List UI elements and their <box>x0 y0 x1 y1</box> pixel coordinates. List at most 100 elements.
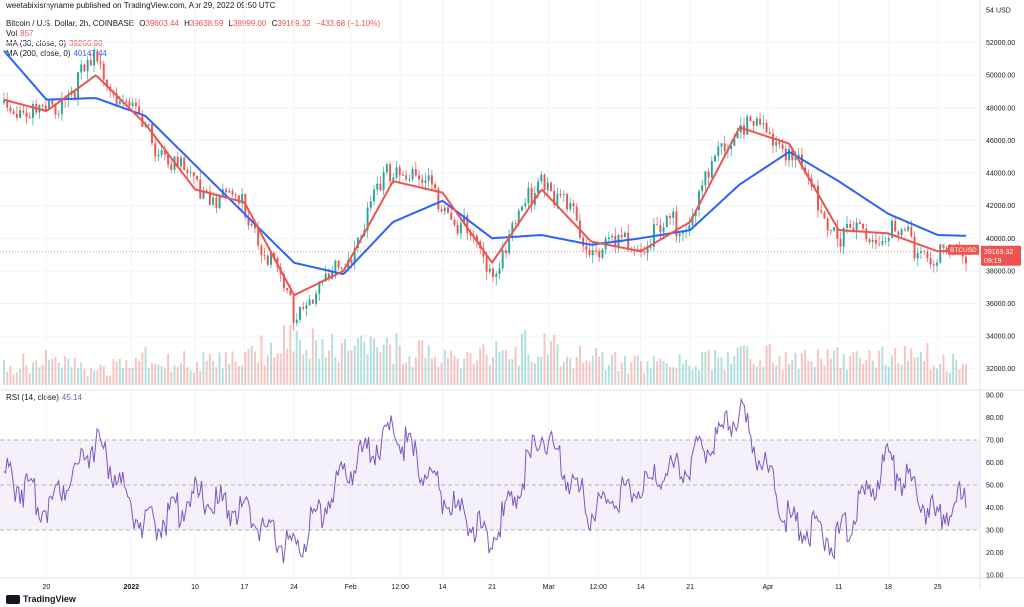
candle-body <box>688 225 691 231</box>
volume-bar <box>273 357 276 385</box>
candle-body <box>788 148 791 161</box>
candle-body <box>73 90 76 100</box>
volume-bar <box>952 353 955 385</box>
candle-body <box>678 233 681 237</box>
volume-bar <box>562 362 565 385</box>
candle-body <box>897 231 900 236</box>
volume-bar <box>633 355 636 385</box>
volume-bar <box>910 348 913 385</box>
candle-body <box>781 144 784 149</box>
candle-body <box>501 250 504 269</box>
candle-body <box>453 219 456 225</box>
volume-bar <box>163 368 166 385</box>
time-tick-label: 21 <box>488 584 496 591</box>
candle-body <box>607 237 610 239</box>
candle-body <box>771 133 774 146</box>
candle-body <box>430 175 433 185</box>
volume-bar <box>916 356 919 385</box>
ma200-legend[interactable]: MA (200, close, 0) 40147.44 <box>6 49 107 59</box>
volume-bar <box>321 339 324 385</box>
candle-body <box>22 110 25 113</box>
candle-body <box>878 243 881 245</box>
volume-bar <box>472 364 475 385</box>
volume-bar <box>12 374 15 385</box>
volume-bar <box>498 351 501 385</box>
candle-body <box>588 249 591 256</box>
candle-body <box>714 155 717 162</box>
rsi-value: 45.14 <box>61 393 82 402</box>
volume-bar <box>540 356 543 385</box>
volume-bar <box>125 360 128 385</box>
volume-bar <box>640 361 643 385</box>
volume-bar <box>366 354 369 385</box>
candle-body <box>858 222 861 225</box>
candle-body <box>212 197 215 205</box>
volume-bar <box>340 342 343 385</box>
volume-bar <box>25 364 28 385</box>
volume-bar <box>131 368 134 385</box>
volume-bar <box>794 352 797 385</box>
volume-bar <box>656 361 659 385</box>
volume-bar <box>299 340 301 385</box>
volume-bar <box>636 355 639 385</box>
volume-bar <box>295 330 298 385</box>
symbol-title[interactable]: Bitcoin / U.S. Dollar, 2h, COINBASE <box>6 19 135 28</box>
candle-body <box>755 118 758 126</box>
volume-bar <box>736 347 739 385</box>
candle-body <box>504 250 507 254</box>
volume-bar <box>324 357 327 385</box>
candle-body <box>874 239 877 244</box>
volume-bar <box>501 350 504 385</box>
candle-body <box>89 59 92 66</box>
candle-body <box>80 64 83 73</box>
volume-bar <box>691 369 694 385</box>
volume-bar <box>453 355 456 385</box>
ma200-value: 40147.44 <box>73 49 107 58</box>
candle-body <box>93 50 96 66</box>
candle-body <box>845 224 848 229</box>
volume-bar <box>797 368 800 385</box>
candle-body <box>919 251 922 253</box>
volume-bar <box>855 351 858 385</box>
ma30-legend[interactable]: MA (30, close, 0) 39266.98 <box>6 39 102 49</box>
time-tick-label: 17 <box>241 584 249 591</box>
time-tick-label: 20 <box>43 584 51 591</box>
grid-lines <box>0 0 1024 590</box>
volume-bar <box>347 350 350 385</box>
brand-label: TradingView <box>23 594 76 604</box>
volume-bar <box>482 344 485 385</box>
volume-bar <box>102 366 105 385</box>
volume-bar <box>833 350 836 385</box>
candle-body <box>19 110 22 118</box>
volume-bar <box>726 352 729 385</box>
candle-body <box>508 234 511 254</box>
candle-body <box>67 94 70 100</box>
rsi-legend[interactable]: RSI (14, close) 45.14 <box>6 393 82 403</box>
volume-bar <box>270 342 273 385</box>
volume-bar <box>839 368 842 385</box>
tradingview-brand[interactable]: TradingView <box>6 594 76 604</box>
volume-bar <box>385 337 388 385</box>
candle-body <box>376 183 379 190</box>
volume-bar <box>263 365 266 385</box>
candle-body <box>855 222 858 232</box>
time-tick-label: 12:00 <box>391 584 409 591</box>
candle-body <box>746 116 749 135</box>
rsi-tick-label: 40.00 <box>986 505 1004 512</box>
volume-bar <box>845 369 848 385</box>
candle-body <box>704 171 707 186</box>
volume-legend[interactable]: Vol 857 <box>6 29 33 39</box>
candle-body <box>582 237 585 246</box>
candle-body <box>459 223 462 234</box>
candle-body <box>196 176 199 180</box>
candle-body <box>936 262 939 266</box>
volume-bar <box>3 360 5 385</box>
volume-bar <box>334 356 337 385</box>
publish-line: weetabixismyname published on TradingVie… <box>6 1 276 10</box>
time-tick-label: Apr <box>762 584 774 591</box>
price-tick-label: 40000.00 <box>986 236 1015 243</box>
candle-body <box>710 161 713 178</box>
candle-body <box>601 249 604 258</box>
candle-body <box>591 250 594 256</box>
